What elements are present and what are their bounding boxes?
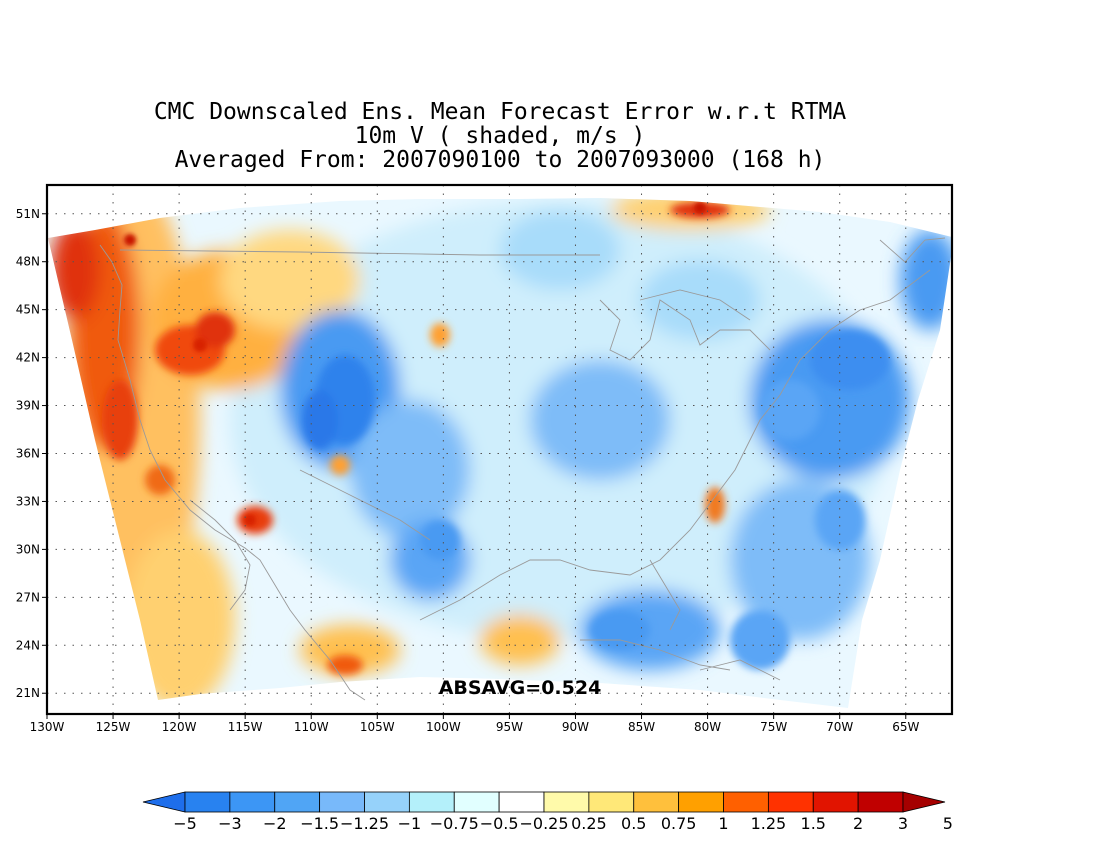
title-line-2: 10m V ( shaded, m/s ) xyxy=(354,123,646,149)
colorbar-segment xyxy=(364,791,410,813)
map-frame-content: ABSAVG=0.524 xyxy=(47,185,952,714)
colorbar-label: −0.25 xyxy=(519,814,568,833)
lat-tick-label: 27N xyxy=(16,590,40,604)
lon-tick-label: 75W xyxy=(760,720,787,734)
colorbar-label: 1.5 xyxy=(801,814,826,833)
colorbar-segment xyxy=(229,791,276,813)
colorbar-label: −0.5 xyxy=(480,814,519,833)
graticule xyxy=(47,185,952,714)
lon-tick-label: 95W xyxy=(496,720,523,734)
colorbar-label: −3 xyxy=(218,814,242,833)
lat-tick-label: 36N xyxy=(16,446,40,460)
colorbar-label: 0.5 xyxy=(621,814,646,833)
colorbar-segment xyxy=(184,791,231,813)
colorbar-label: 0.25 xyxy=(571,814,607,833)
shaded-field xyxy=(48,198,952,708)
lon-tick-label: 70W xyxy=(826,720,853,734)
lon-tick-label: 90W xyxy=(562,720,589,734)
colorbar-label: −5 xyxy=(173,814,197,833)
lon-tick-label: 125W xyxy=(96,720,131,734)
lat-tick-label: 48N xyxy=(16,255,40,269)
lon-tick-label: 100W xyxy=(426,720,461,734)
title-line-3: Averaged From: 2007090100 to 2007093000 … xyxy=(174,147,826,173)
colorbar-max-arrow xyxy=(902,791,946,813)
colorbar-segment xyxy=(319,791,365,813)
lat-tick-label: 39N xyxy=(16,399,40,413)
lon-tick-label: 130W xyxy=(30,720,65,734)
colorbar-label: 0.75 xyxy=(661,814,697,833)
lat-tick-label: 42N xyxy=(16,351,40,365)
lat-tick-label: 24N xyxy=(16,638,40,652)
absavg-annotation: ABSAVG=0.524 xyxy=(439,677,602,699)
colorbar-segment xyxy=(453,791,500,813)
colorbar-segment xyxy=(723,791,769,813)
colorbar-label: 3 xyxy=(898,814,908,833)
lon-tick-label: 105W xyxy=(360,720,395,734)
colorbar-segment xyxy=(498,791,545,813)
coastlines xyxy=(99,237,946,701)
lon-tick-label: 110W xyxy=(294,720,329,734)
lat-tick-label: 33N xyxy=(16,494,40,508)
colorbar-label: 5 xyxy=(943,814,953,833)
colorbar-segment xyxy=(588,791,635,813)
colorbar-label: −0.75 xyxy=(430,814,479,833)
latitude-axis: 51N 48N 45N 42N 39N 36N 33N 30N 27N 24N 21N xyxy=(16,207,47,700)
colorbar-label: −2 xyxy=(263,814,287,833)
colorbar-segment xyxy=(274,791,321,813)
longitude-axis: 130W 125W 120W 115W 110W 105W 100W 95W 90W 85W 80W… xyxy=(30,714,919,734)
colorbar-segment xyxy=(678,791,724,813)
map-frame xyxy=(45,183,954,716)
lat-tick-label: 45N xyxy=(16,303,40,317)
lon-tick-label: 80W xyxy=(694,720,721,734)
colorbar-label: 2 xyxy=(853,814,863,833)
colorbar-min-arrow xyxy=(142,791,186,813)
colorbar-segment xyxy=(408,791,455,813)
colorbar-label: −1.25 xyxy=(340,814,389,833)
colorbar-segment xyxy=(633,791,680,813)
colorbar-label: −1 xyxy=(398,814,422,833)
lat-tick-label: 30N xyxy=(16,542,40,556)
colorbar-label: 1 xyxy=(718,814,728,833)
colorbar: −5 −3 −2 −1.5 −1.25 −1 −0.75 −0.5 −0.25 0.25 0.5 0.… xyxy=(142,791,953,833)
colorbar-segment xyxy=(812,791,859,813)
lon-tick-label: 115W xyxy=(228,720,263,734)
title-line-1: CMC Downscaled Ens. Mean Forecast Error … xyxy=(153,99,847,125)
lon-tick-label: 85W xyxy=(628,720,655,734)
colorbar-label: 1.25 xyxy=(751,814,787,833)
lat-tick-label: 51N xyxy=(16,207,40,221)
title-block: CMC Downscaled Ens. Mean Forecast Error … xyxy=(0,100,1000,172)
colorbar-label: −1.5 xyxy=(300,814,339,833)
lon-tick-label: 120W xyxy=(162,720,197,734)
colorbar-segment xyxy=(543,791,590,813)
colorbar-segment xyxy=(767,791,814,813)
lon-tick-label: 65W xyxy=(892,720,919,734)
lat-tick-label: 21N xyxy=(16,686,40,700)
colorbar-segment xyxy=(857,791,904,813)
